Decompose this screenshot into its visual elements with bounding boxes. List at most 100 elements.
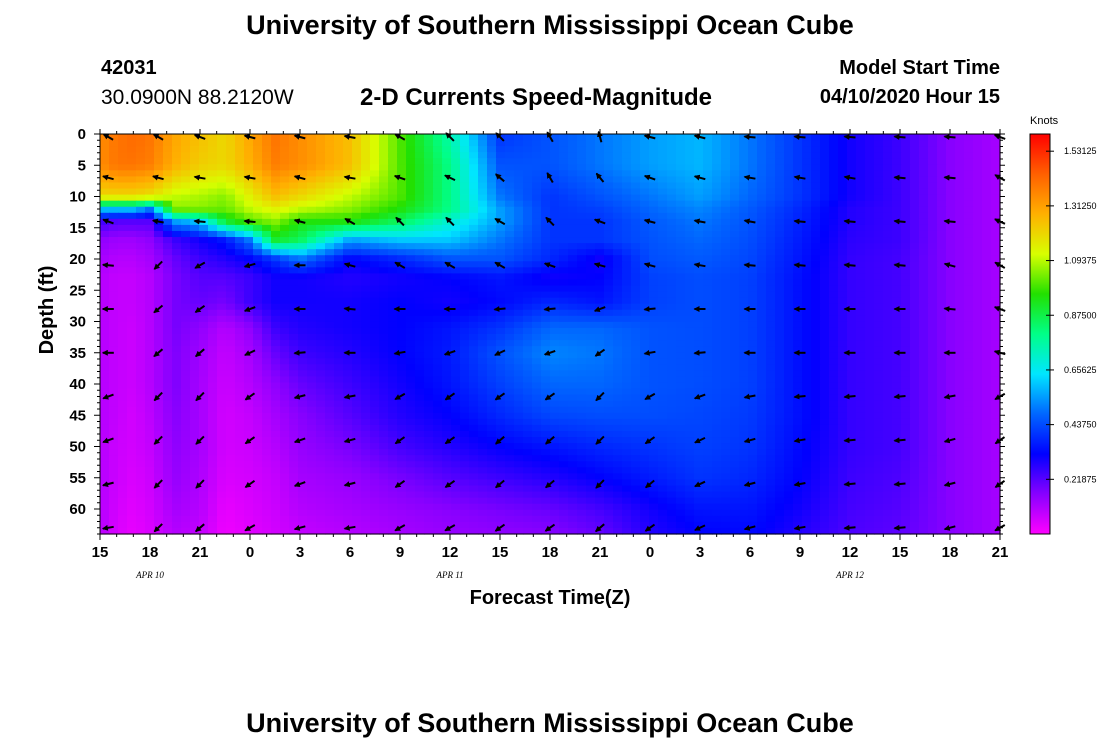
heatmap-cell <box>667 261 677 268</box>
heatmap-cell <box>433 358 443 365</box>
heatmap-cell <box>991 315 1001 323</box>
heatmap-cell <box>496 382 506 390</box>
heatmap-cell <box>604 418 614 426</box>
heatmap-cell <box>307 400 317 408</box>
heatmap-cell <box>226 297 236 305</box>
heatmap-cell <box>199 297 209 305</box>
heatmap-cell <box>676 224 686 232</box>
heatmap-cell <box>415 418 425 426</box>
heatmap-cell <box>442 412 452 420</box>
heatmap-cell <box>649 352 659 359</box>
heatmap-cell <box>262 346 272 353</box>
heatmap-cell <box>226 188 236 196</box>
heatmap-cell <box>271 261 281 268</box>
heatmap-cell <box>514 370 524 378</box>
heatmap-cell <box>523 170 533 178</box>
heatmap-cell <box>820 406 830 414</box>
heatmap-cell <box>199 340 209 347</box>
heatmap-cell <box>973 346 983 353</box>
heatmap-cell <box>199 291 209 299</box>
heatmap-cell <box>883 237 893 244</box>
heatmap-cell <box>658 261 668 268</box>
heatmap-cell <box>667 321 677 329</box>
heatmap-cell <box>622 303 632 311</box>
heatmap-cell <box>964 285 974 293</box>
heatmap-cell <box>847 230 857 238</box>
heatmap-cell <box>955 212 965 220</box>
heatmap-cell <box>991 370 1001 378</box>
heatmap-cell <box>154 327 164 335</box>
heatmap-cell <box>838 267 848 274</box>
heatmap-cell <box>505 340 515 347</box>
heatmap-cell <box>712 412 722 420</box>
heatmap-cell <box>397 140 407 147</box>
heatmap-cell <box>514 134 524 141</box>
heatmap-cell <box>307 346 317 353</box>
heatmap-cell <box>208 261 218 268</box>
heatmap-cell <box>181 340 191 347</box>
heatmap-cell <box>730 424 740 432</box>
heatmap-cell <box>271 364 281 371</box>
heatmap-cell <box>649 309 659 317</box>
heatmap-cell <box>352 352 362 359</box>
heatmap-cell <box>757 388 767 396</box>
heatmap-cell <box>685 340 695 347</box>
heatmap-cell <box>262 303 272 311</box>
heatmap-cell <box>316 279 326 287</box>
heatmap-cell <box>469 152 479 159</box>
heatmap-cell <box>964 346 974 353</box>
heatmap-cell <box>586 346 596 353</box>
heatmap-cell <box>829 237 839 244</box>
heatmap-cell <box>847 152 857 159</box>
heatmap-cell <box>298 412 308 420</box>
heatmap-cell <box>487 400 497 408</box>
heatmap-cell <box>955 346 965 353</box>
heatmap-cell <box>550 418 560 426</box>
heatmap-cell <box>271 134 281 141</box>
heatmap-cell <box>847 140 857 147</box>
heatmap-cell <box>874 400 884 408</box>
heatmap-cell <box>244 382 254 390</box>
heatmap-cell <box>523 243 533 250</box>
heatmap-cell <box>604 188 614 196</box>
heatmap-cell <box>496 418 506 426</box>
heatmap-cell <box>244 146 254 153</box>
heatmap-cell <box>784 406 794 414</box>
heatmap-cell <box>631 176 641 184</box>
heatmap-cell <box>892 230 902 238</box>
heatmap-cell <box>910 140 920 147</box>
heatmap-cell <box>865 146 875 153</box>
heatmap-cell <box>289 230 299 238</box>
heatmap-cell <box>964 364 974 371</box>
heatmap-cell <box>955 249 965 256</box>
heatmap-cell <box>397 255 407 262</box>
heatmap-cell <box>964 400 974 408</box>
heatmap-cell <box>289 255 299 262</box>
heatmap-cell <box>586 182 596 190</box>
heatmap-cell <box>874 364 884 371</box>
heatmap-cell <box>820 140 830 147</box>
heatmap-cell <box>154 334 164 341</box>
heatmap-cell <box>136 394 146 402</box>
heatmap-cell <box>685 152 695 159</box>
heatmap-cell <box>109 140 119 147</box>
heatmap-cell <box>892 376 902 384</box>
heatmap-cell <box>685 346 695 353</box>
heatmap-cell <box>496 334 506 341</box>
heatmap-cell <box>118 249 128 256</box>
heatmap-cell <box>325 188 335 196</box>
heatmap-cell <box>487 370 497 378</box>
heatmap-cell <box>487 200 497 208</box>
heatmap-cell <box>127 164 137 171</box>
heatmap-cell <box>703 364 713 371</box>
heatmap-cell <box>208 303 218 311</box>
heatmap-cell <box>874 370 884 378</box>
heatmap-cell <box>343 346 353 353</box>
heatmap-cell <box>802 249 812 256</box>
heatmap-cell <box>586 146 596 153</box>
heatmap-cell <box>343 285 353 293</box>
heatmap-cell <box>982 188 992 196</box>
heatmap-cell <box>136 430 146 438</box>
heatmap-cell <box>316 140 326 147</box>
heatmap-cell <box>523 212 533 220</box>
